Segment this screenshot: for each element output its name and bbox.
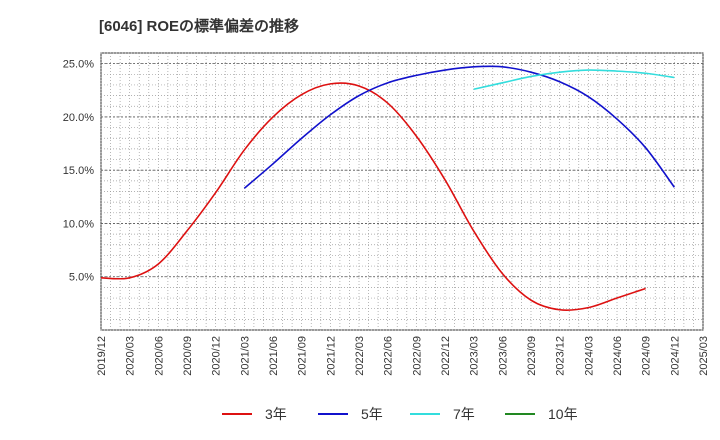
x-tick-label: 2021/03 (239, 336, 251, 376)
x-tick-label: 2024/06 (612, 336, 624, 376)
y-axis-ticks: 5.0% 10.0% 15.0% 20.0% 25.0% (63, 59, 94, 284)
legend-label: 10年 (548, 406, 578, 422)
x-tick-label: 2025/03 (698, 336, 710, 376)
y-tick-label: 5.0% (69, 272, 94, 284)
x-tick-label: 2020/03 (125, 336, 137, 376)
x-tick-label: 2022/03 (354, 336, 366, 376)
series-line-3年 (100, 82, 646, 312)
x-tick-label: 2021/06 (268, 336, 280, 376)
y-tick-label: 15.0% (63, 165, 94, 177)
x-tick-label: 2023/06 (497, 336, 509, 376)
series-line-5年 (243, 65, 675, 189)
x-tick-label: 2023/12 (555, 336, 567, 376)
x-axis-ticks: 2019/12 2020/03 2020/06 2020/09 2020/12 2021/… (96, 336, 710, 376)
legend: 3年 5年 7年 10年 (222, 406, 578, 422)
x-tick-label: 2023/09 (526, 336, 538, 376)
x-tick-label: 2024/09 (641, 336, 653, 376)
x-tick-label: 2024/03 (583, 336, 595, 376)
x-tick-label: 2021/12 (325, 336, 337, 376)
series-line-7年 (473, 69, 675, 91)
y-tick-label: 20.0% (63, 112, 94, 124)
grid (100, 52, 704, 331)
x-tick-label: 2024/12 (669, 336, 681, 376)
series-lines (100, 65, 675, 312)
x-tick-label: 2019/12 (96, 336, 108, 376)
x-tick-label: 2023/03 (469, 336, 481, 376)
legend-label: 5年 (361, 406, 383, 422)
legend-label: 3年 (265, 406, 287, 422)
x-tick-label: 2020/12 (211, 336, 223, 376)
x-tick-label: 2020/06 (153, 336, 165, 376)
x-tick-label: 2021/09 (297, 336, 309, 376)
chart-title: [6046] ROEの標準偏差の推移 (99, 18, 300, 35)
legend-label: 7年 (453, 406, 475, 422)
y-tick-label: 25.0% (63, 59, 94, 71)
x-tick-label: 2022/09 (411, 336, 423, 376)
x-tick-label: 2020/09 (182, 336, 194, 376)
y-tick-label: 10.0% (63, 218, 94, 230)
x-tick-label: 2022/06 (383, 336, 395, 376)
x-tick-label: 2022/12 (440, 336, 452, 376)
